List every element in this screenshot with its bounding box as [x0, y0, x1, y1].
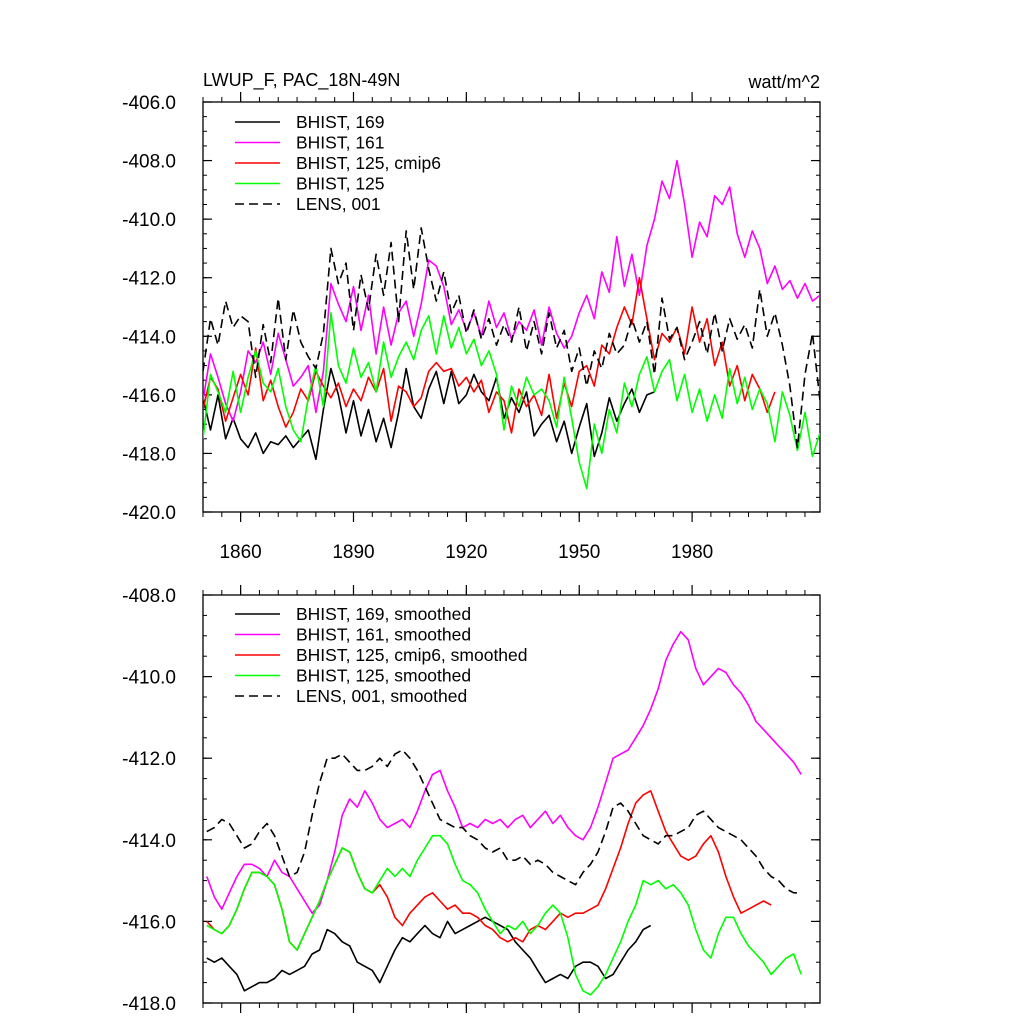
x-tick-label: 1860: [219, 542, 261, 563]
y-tick-label: -418.0: [122, 994, 176, 1015]
x-tick-label: 1980: [671, 542, 713, 563]
series-line-bhist-125: [206, 834, 802, 996]
y-tick-label: -414.0: [122, 327, 176, 348]
legend-label: LENS, 001: [296, 194, 381, 214]
legend-label: BHIST, 125, cmip6: [296, 153, 441, 173]
y-tick-label: -414.0: [122, 831, 176, 852]
legend-label: BHIST, 125: [296, 174, 385, 194]
y-tick-label: -406.0: [122, 93, 176, 114]
series-line-bhist-169: [206, 916, 652, 992]
x-tick-label: 1920: [445, 542, 487, 563]
units-label: watt/m^2: [748, 72, 820, 92]
y-tick-label: -416.0: [122, 912, 176, 933]
y-tick-label: -416.0: [122, 386, 176, 407]
legend-label: BHIST, 169: [296, 112, 385, 132]
y-tick-label: -420.0: [122, 503, 176, 524]
series-line-lens-001: [206, 749, 802, 894]
y-tick-label: -412.0: [122, 749, 176, 770]
legend-label: BHIST, 161: [296, 133, 385, 153]
legend-label: LENS, 001, smoothed: [296, 686, 467, 706]
y-tick-label: -410.0: [122, 210, 176, 231]
series-line-bhist-169: [203, 367, 655, 461]
top-panel: -420.0 -418.0 -416.0 -414.0 -412.0 -410.0 -408…: [122, 92, 821, 563]
legend-label: BHIST, 125, cmip6, smoothed: [296, 645, 528, 665]
x-tick-label: 1890: [332, 542, 374, 563]
y-tick-label: -408.0: [122, 586, 176, 607]
y-tick-label: -410.0: [122, 668, 176, 689]
top-series-group: [203, 159, 820, 490]
series-line-bhist-161: [206, 630, 802, 915]
series-line-bhist-125-cmip6: [206, 789, 772, 951]
y-tick-label: -418.0: [122, 444, 176, 465]
y-tick-label: -408.0: [122, 152, 176, 173]
legend-label: BHIST, 161, smoothed: [296, 625, 471, 645]
series-line-bhist-125: [203, 312, 820, 490]
chart-title: LWUP_F, PAC_18N-49N: [203, 70, 400, 91]
bottom-panel: -418.0 -416.0 -414.0 -412.0 -410.0 -408.0 BHIS…: [122, 585, 821, 1015]
series-line-lens-001: [203, 227, 820, 449]
legend-label: BHIST, 125, smoothed: [296, 666, 471, 686]
legend-label: BHIST, 169, smoothed: [296, 604, 471, 624]
x-tick-label: 1950: [558, 542, 600, 563]
bottom-series-group: [206, 630, 802, 996]
series-line-bhist-125-cmip6: [203, 276, 776, 434]
y-tick-label: -412.0: [122, 269, 176, 290]
